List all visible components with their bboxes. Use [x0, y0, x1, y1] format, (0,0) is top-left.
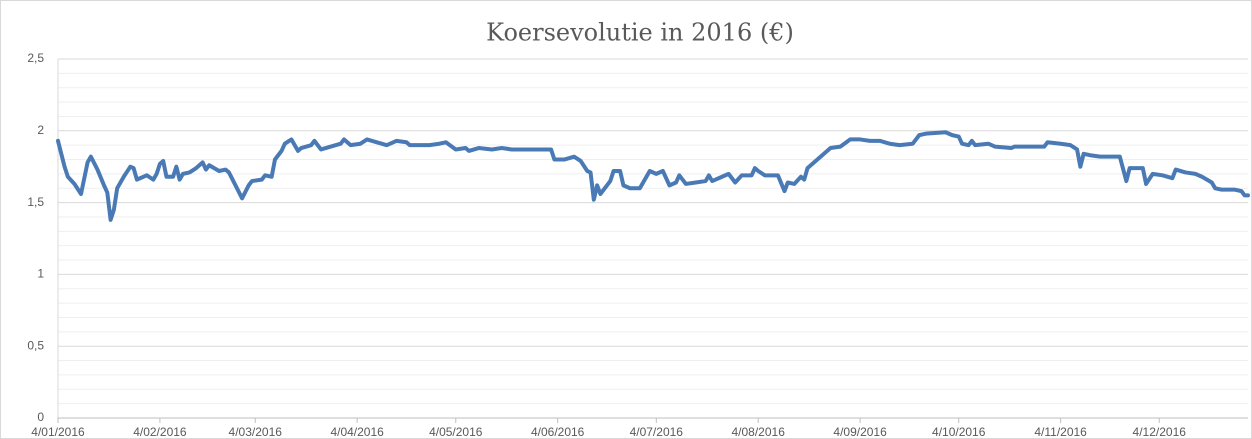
y-tick-label: 2,5 — [27, 51, 44, 65]
price-line — [56, 130, 1250, 222]
x-tick-label: 4/08/2016 — [731, 425, 785, 439]
y-tick-label: 1 — [37, 267, 44, 281]
y-tick-label: 2 — [37, 123, 44, 137]
x-tick-label: 4/10/2016 — [932, 425, 986, 439]
x-tick-label: 4/12/2016 — [1133, 425, 1187, 439]
x-tick-label: 4/11/2016 — [1034, 425, 1087, 439]
y-tick-label: 0,5 — [27, 338, 44, 352]
x-tick-label: 4/04/2016 — [330, 425, 384, 439]
plot — [56, 130, 1250, 222]
x-tick-label: 4/01/2016 — [31, 425, 85, 439]
x-tick-label: 4/05/2016 — [429, 425, 483, 439]
x-tick-label: 4/07/2016 — [630, 425, 684, 439]
x-tick-label: 4/02/2016 — [133, 425, 187, 439]
chart-title: Koersevolutie in 2016 (€) — [486, 19, 794, 47]
x-tick-label: 4/06/2016 — [531, 425, 585, 439]
x-tick-label: 4/03/2016 — [229, 425, 283, 439]
x-tick-label: 4/09/2016 — [833, 425, 887, 439]
y-tick-label: 1,5 — [27, 195, 44, 209]
y-tick-label: 0 — [37, 410, 44, 424]
